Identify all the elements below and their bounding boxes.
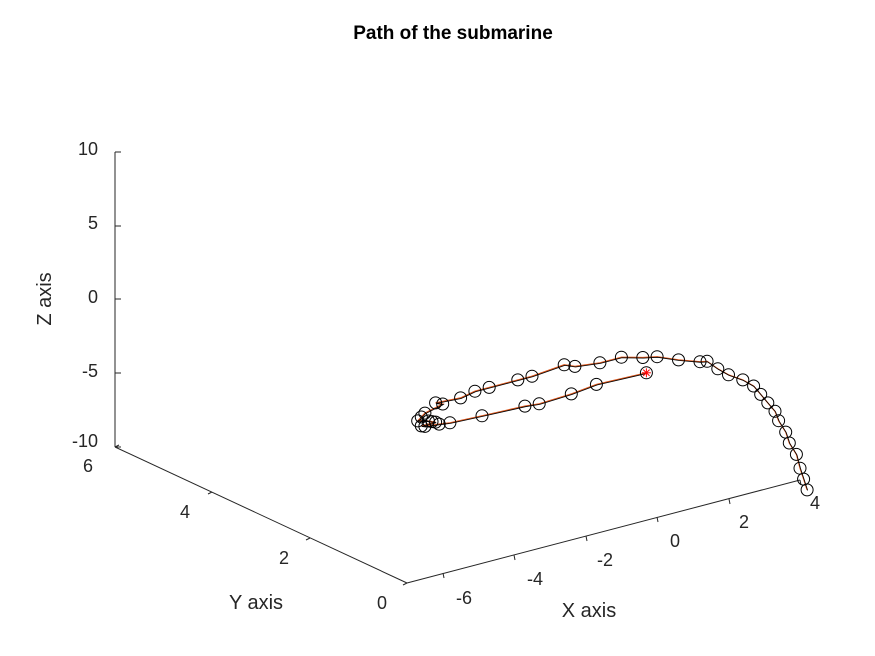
x-tick-label: -6 [456, 588, 472, 608]
data-point [789, 447, 803, 461]
y-tick-label: 2 [279, 548, 289, 568]
x-tick-label: 2 [739, 512, 749, 532]
x-tick-mark [728, 498, 731, 505]
chart-title: Path of the submarine [353, 23, 553, 44]
z-tick-label: -10 [72, 431, 98, 451]
data-point [518, 399, 532, 413]
data-point [672, 353, 685, 367]
data-point [754, 387, 768, 401]
x-tick-mark [656, 516, 659, 523]
data-point [800, 483, 814, 497]
y-tick-label: 0 [377, 593, 387, 613]
x-tick-label: 0 [670, 531, 680, 551]
x-tick-mark [442, 572, 445, 579]
data-point [468, 384, 482, 398]
data-point [568, 359, 582, 373]
start-asterisk-stroke [642, 369, 650, 377]
data-point [482, 380, 496, 394]
data-point [614, 350, 628, 364]
x-tick-label: -4 [527, 569, 543, 589]
data-point [454, 391, 468, 405]
series-path-shadow [417, 356, 809, 491]
data-point [711, 362, 725, 376]
series-line [416, 356, 809, 491]
data-point [429, 415, 443, 429]
data-point [736, 373, 750, 387]
x-tick-label: -2 [597, 550, 613, 570]
z-ticks: 10 5 0 -5 -10 [72, 139, 121, 451]
data-point [636, 351, 650, 364]
data-point [768, 404, 782, 418]
data-point [525, 369, 539, 383]
data-point [411, 414, 425, 428]
z-tick-label: 10 [78, 139, 98, 159]
data-point [772, 414, 786, 428]
y-axis-line [114, 446, 408, 584]
z-tick-label: 5 [88, 213, 98, 233]
x-axis-label: X axis [562, 600, 616, 622]
y-tick-mark [114, 444, 120, 448]
data-point [593, 356, 607, 370]
data-point [475, 409, 489, 423]
data-point [564, 387, 578, 401]
data-point [722, 368, 735, 382]
y-ticks: 6 4 2 0 [83, 444, 408, 613]
start-marker [641, 368, 651, 378]
y-tick-mark [305, 537, 311, 541]
x-tick-label: 4 [810, 493, 820, 513]
data-point [532, 397, 546, 411]
data-point [436, 397, 450, 411]
data-point [443, 416, 457, 430]
y-tick-mark [207, 491, 213, 495]
z-tick-label: -5 [82, 361, 98, 381]
data-point [414, 410, 428, 424]
y-tick-mark [402, 582, 408, 586]
data-point [761, 396, 775, 410]
y-tick-label: 6 [83, 456, 93, 476]
data-point [639, 366, 653, 380]
data-point [511, 373, 525, 387]
y-tick-label: 4 [180, 502, 190, 522]
data-point [418, 406, 432, 420]
data-point [747, 379, 761, 393]
x-tick-mark [585, 535, 588, 542]
data-point [782, 436, 796, 450]
data-point [700, 354, 714, 368]
z-axis-label: Z axis [34, 272, 56, 325]
data-point [650, 350, 664, 364]
data-point [589, 377, 603, 391]
x-axis-line [406, 479, 801, 584]
data-point [693, 355, 707, 369]
x-tick-mark [513, 554, 516, 561]
data-point [429, 396, 443, 410]
data-point [557, 358, 571, 372]
y-axis-label: Y axis [229, 592, 283, 614]
z-tick-label: 0 [88, 287, 98, 307]
data-point [421, 414, 435, 428]
x-ticks: -6 -4 -2 0 2 4 [442, 479, 820, 608]
series-path [416, 356, 808, 491]
series-markers [411, 350, 814, 497]
